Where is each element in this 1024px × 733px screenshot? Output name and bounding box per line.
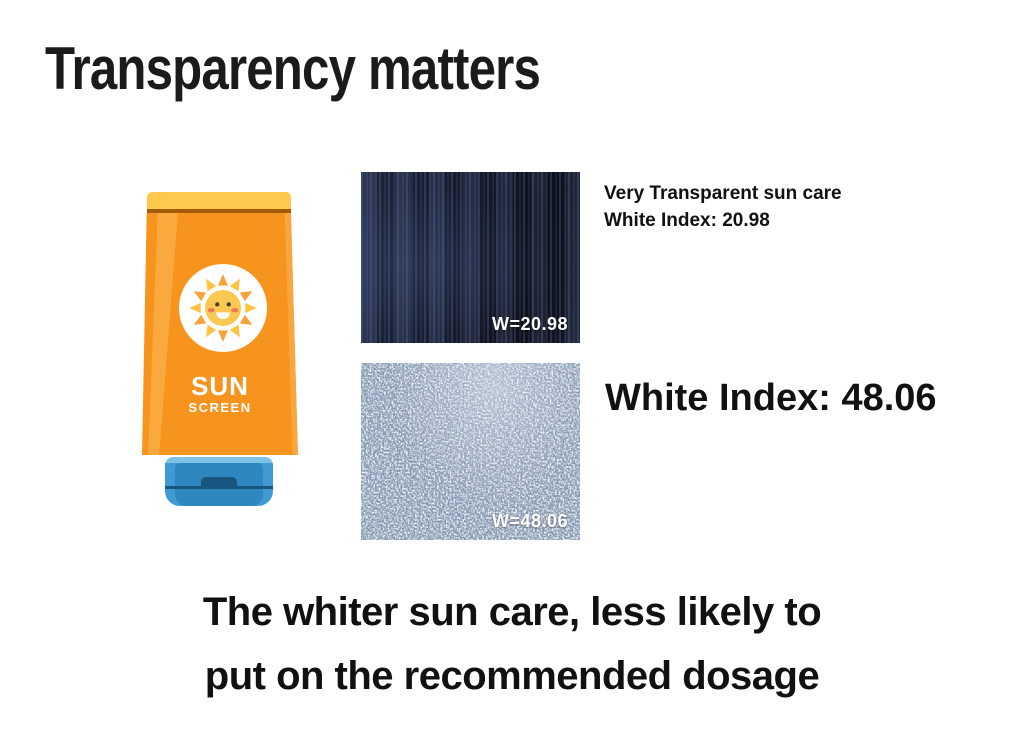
tube-brand-screen: SCREEN [188, 400, 252, 415]
annotation-transparent: Very Transparent sun care White Index: 2… [604, 180, 842, 234]
speckle-noise-texture [361, 363, 580, 540]
white-index-callout: White Index: 48.06 [605, 377, 937, 419]
conclusion-line2: put on the recommended dosage [204, 654, 820, 698]
texture-light-sheen [361, 363, 580, 540]
tube-bottom-cap [165, 457, 273, 506]
tube-bottom-seam [165, 486, 273, 489]
texture-photo-transparent: W=20.98 [361, 172, 580, 343]
annotation-line1: Very Transparent sun care [604, 183, 842, 204]
white-index-overlay-low: W=20.98 [491, 314, 568, 334]
conclusion-line1: The whiter sun care, less likely to [202, 590, 822, 634]
tube-body [142, 213, 298, 455]
annotation-line2: White Index: 20.98 [604, 210, 770, 231]
tube-bottom-latch [201, 477, 237, 486]
tube-cap-shadow-line [147, 209, 291, 213]
slide-title: Transparency matters [45, 35, 541, 102]
sunscreen-tube-illustration: SUN SCREEN [140, 190, 300, 512]
sun-face-badge [179, 264, 267, 352]
white-index-overlay-high: W=48.06 [491, 511, 568, 531]
conclusion-statement: The whiter sun care, less likely to put … [0, 580, 1024, 708]
tube-cap-yellow [147, 192, 291, 209]
smiling-sun-icon [189, 274, 257, 342]
texture-photo-whitened: W=48.06 [361, 363, 580, 540]
tube-brand-sun: SUN [191, 371, 249, 401]
